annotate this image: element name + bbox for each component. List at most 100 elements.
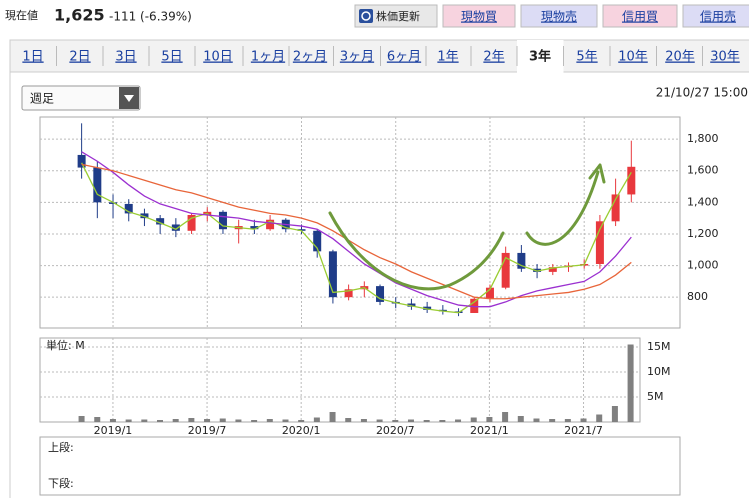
candle-body [266,219,275,230]
candle-body [250,226,259,230]
volume-bar [219,418,226,422]
volume-bar [564,419,571,422]
volume-bar [486,417,493,422]
volume-bar [94,417,101,422]
tab[interactable]: 2ヶ月 [293,50,327,65]
x-tick-label: 2021/1 [470,424,509,437]
candle-body [313,230,322,252]
refresh-icon-glyph [361,11,371,21]
tab[interactable]: 3年 [529,49,551,65]
volume-bar [251,420,258,422]
candle-body [171,224,180,231]
volume-bar [109,419,116,422]
tab[interactable]: 30年 [710,50,740,65]
candle-body [407,303,416,307]
header-button-label[interactable]: 現物買 [461,10,497,24]
candle-body [376,286,385,302]
y-tick-label: 15M [647,340,671,353]
tab[interactable]: 1日 [22,50,43,65]
annotation-arrow [525,170,600,246]
volume-bar [204,419,211,422]
volume-bar [157,420,163,422]
volume-bar [329,412,336,422]
candle-body [517,252,526,269]
tab[interactable]: 5年 [576,50,597,65]
candle-body [77,154,86,168]
volume-bar [298,420,305,422]
x-tick-label: 2019/1 [94,424,133,437]
header-button-label[interactable]: 現物売 [541,9,577,24]
volume-bar [392,420,399,422]
volume-bar [580,418,587,422]
price-label: 現在値 [5,9,38,22]
candle-body [548,267,557,272]
volume-bar [172,419,179,422]
tab[interactable]: 10年 [618,50,648,65]
volume-bar [188,418,195,422]
tab[interactable]: 2年 [483,50,504,65]
y-tick-label: 1,800 [687,132,719,145]
dropdown[interactable] [21,85,141,111]
volume-bar [455,419,462,422]
header-button[interactable] [602,4,678,28]
volume-bar [611,406,618,422]
volume-bar [313,417,320,422]
price-change: -111 (-6.39%) [109,10,192,24]
volume-bar [345,418,352,422]
candle-body [93,167,102,203]
unit-label: 単位: M [46,338,85,352]
candle-body [124,203,133,214]
y-tick-label: 1,600 [687,164,719,177]
x-tick-label: 2020/7 [376,424,415,437]
candle-body [470,298,479,313]
tab[interactable]: 1年 [437,50,458,65]
candle-body [501,252,510,288]
tab[interactable]: 6ヶ月 [387,50,421,65]
header-button-label[interactable]: 信用売 [700,9,736,24]
volume-bar [549,419,556,422]
header-button[interactable] [520,4,598,28]
tab[interactable]: 1ヶ月 [251,50,285,65]
tab[interactable]: 20年 [665,50,695,65]
tab-bar [9,39,749,73]
moving-average-line [81,162,632,314]
tab-selected[interactable] [517,40,564,73]
candle-body [344,289,353,298]
y-tick-label: 1,400 [687,195,719,208]
x-tick-label: 2019/7 [188,424,227,437]
volume-bar [517,416,524,422]
volume-bar [533,418,540,422]
volume-bar [502,412,509,422]
legend-frame [39,436,681,496]
annotation-curve [328,211,505,291]
tab[interactable]: 5日 [161,50,182,65]
tab[interactable]: 3ヶ月 [340,50,374,65]
y-tick-label: 10M [647,365,671,378]
header-button[interactable] [354,4,438,28]
header-button-label[interactable]: 信用買 [622,10,658,24]
candle-body [156,218,165,225]
volume-bar [423,420,430,422]
tab[interactable]: 10日 [203,50,233,65]
x-tick-label: 2021/7 [564,424,603,437]
legend-upper-label: 上段: [48,440,74,454]
candle-body [328,251,337,298]
y-tick-label: 1,200 [687,227,719,240]
volume-bar [125,419,132,422]
candle-body [297,229,306,231]
refresh-icon [359,9,373,23]
tab[interactable]: 3日 [115,50,136,65]
header-button[interactable] [442,4,516,28]
header-button-label[interactable]: 株価更新 [376,9,420,23]
y-tick-label: 5M [647,390,664,403]
volume-bar [596,414,603,422]
volume-bar [407,419,414,422]
tab[interactable]: 2日 [69,50,90,65]
volume-bar [78,416,85,422]
dropdown-text[interactable]: 週足 [30,92,54,106]
dropdown-arrow [124,95,134,102]
volume-bar [376,419,383,422]
header-button[interactable] [682,4,749,28]
